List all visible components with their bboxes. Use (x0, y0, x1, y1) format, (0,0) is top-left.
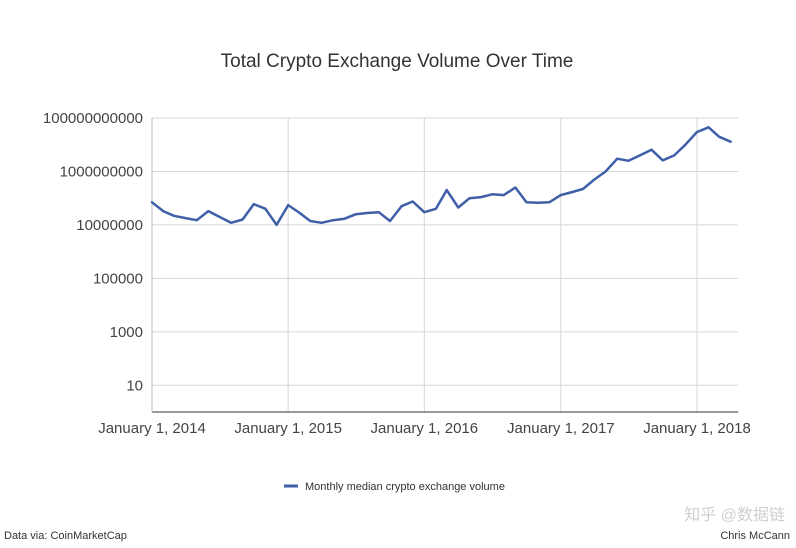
y-tick-label: 100000000000 (43, 110, 143, 127)
watermark: 知乎 @数据链 (684, 506, 785, 524)
x-tick-label: January 1, 2014 (98, 420, 206, 437)
x-axis-ticks: January 1, 2014 January 1, 2015 January 1,… (98, 420, 751, 437)
y-tick-label: 10000000 (76, 217, 143, 234)
y-tick-label: 1000000000 (60, 163, 143, 180)
legend: Monthly median crypto exchange volume (284, 481, 505, 493)
y-axis-ticks: 10 1000 100000 10000000 1000000000 1000000000… (43, 110, 143, 394)
x-tick-label: January 1, 2015 (234, 420, 342, 437)
series-group (150, 126, 732, 227)
x-tick-label: January 1, 2016 (371, 420, 479, 437)
chart-title: Total Crypto Exchange Volume Over Time (221, 51, 574, 72)
x-tick-label: January 1, 2018 (643, 420, 751, 437)
grid (151, 117, 738, 413)
author-note: Chris McCann (720, 530, 790, 542)
y-tick-label: 100000 (93, 270, 143, 287)
x-tick-label: January 1, 2017 (507, 420, 615, 437)
y-tick-label: 1000 (110, 324, 143, 341)
source-note: Data via: CoinMarketCap (4, 530, 127, 542)
series-line-0 (150, 126, 732, 227)
y-tick-label: 10 (126, 377, 143, 394)
legend-label: Monthly median crypto exchange volume (305, 481, 505, 493)
